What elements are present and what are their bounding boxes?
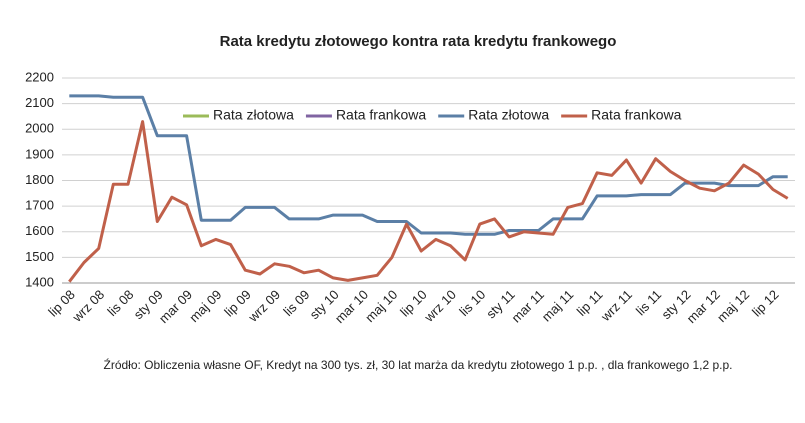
x-tick-label: mar 12	[684, 287, 723, 326]
y-tick-label: 1600	[25, 223, 54, 238]
y-tick-label: 2100	[25, 95, 54, 110]
x-tick-label: wrz 08	[69, 287, 107, 325]
x-tick-label: maj 10	[362, 287, 400, 325]
x-tick-label: wrz 11	[597, 287, 635, 325]
x-tick-label: mar 11	[508, 287, 547, 326]
x-tick-label: maj 12	[714, 287, 752, 325]
y-tick-label: 1500	[25, 249, 54, 264]
legend-label: Rata frankowa	[591, 107, 681, 123]
x-tick-label: wrz 10	[421, 287, 459, 325]
legend-label: Rata złotowa	[213, 107, 294, 123]
x-tick-label: wrz 09	[245, 287, 283, 325]
x-tick-label: maj 11	[539, 287, 577, 325]
y-tick-label: 1900	[25, 146, 54, 161]
source-note: Źródło: Obliczenia własne OF, Kredyt na …	[104, 357, 733, 372]
x-tick-label: lis 08	[104, 287, 136, 319]
y-tick-label: 1400	[25, 274, 54, 289]
x-tick-label: lis 09	[280, 287, 312, 319]
y-tick-label: 1800	[25, 172, 54, 187]
legend-label: Rata złotowa	[468, 107, 549, 123]
x-tick-label: lip 12	[749, 287, 782, 320]
y-tick-label: 2000	[25, 121, 54, 136]
x-tick-label: lis 10	[456, 287, 488, 319]
series-line	[69, 94, 788, 236]
legend-label: Rata frankowa	[336, 107, 426, 123]
x-tick-label: maj 09	[186, 287, 224, 325]
y-tick-label: 1700	[25, 198, 54, 213]
x-tick-label: mar 09	[156, 287, 195, 326]
x-tick-label: mar 10	[332, 287, 371, 326]
y-tick-label: 2200	[25, 69, 54, 84]
chart-title: Rata kredytu złotowego kontra rata kredy…	[220, 33, 617, 50]
series-line	[68, 120, 789, 283]
